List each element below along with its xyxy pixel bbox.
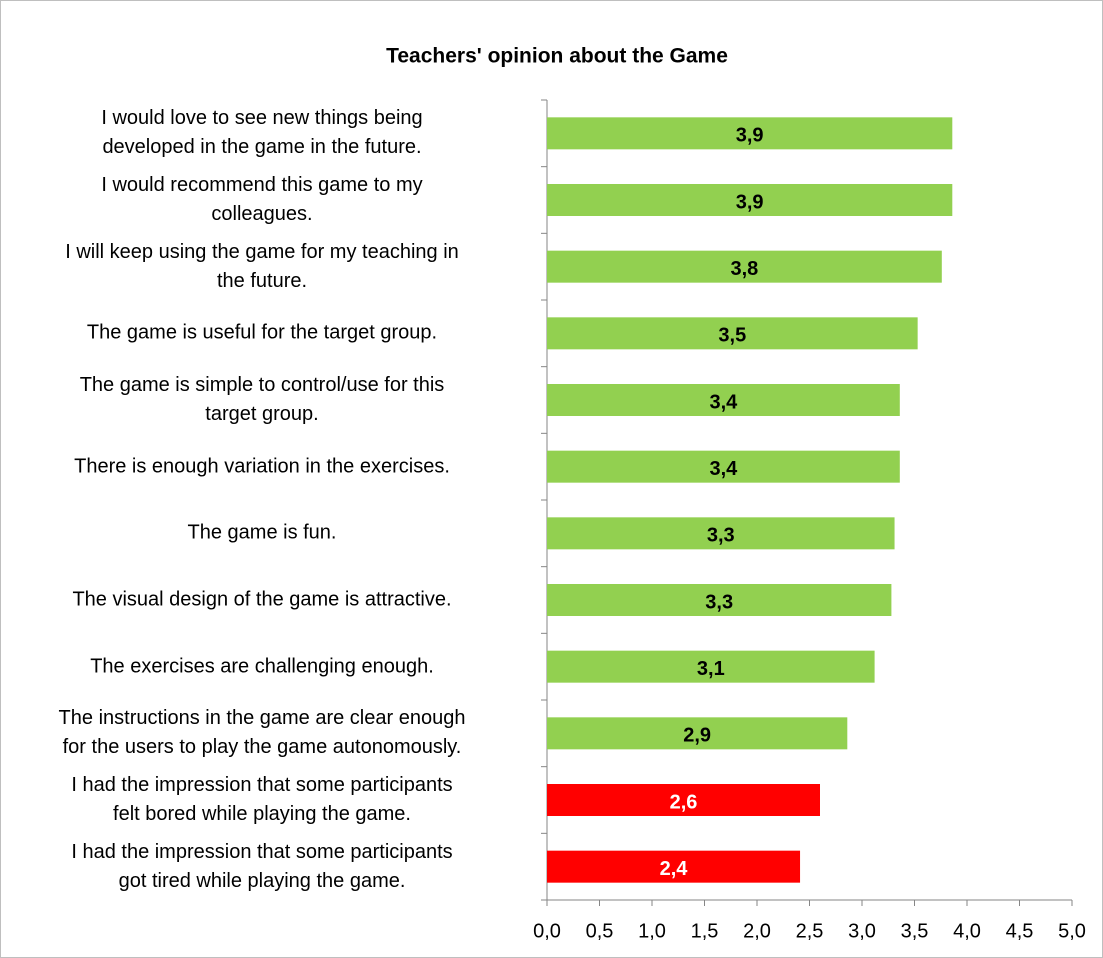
category-label: I had the impression that some participa…	[71, 840, 453, 892]
category-label: I would love to see new things being dev…	[101, 107, 423, 159]
bar	[547, 717, 848, 750]
x-tick-label: 1,0	[638, 920, 666, 942]
value-label: 3,3	[705, 591, 733, 613]
x-tick-label: 4,5	[1006, 920, 1034, 942]
value-label: 3,3	[707, 525, 735, 547]
bar	[547, 317, 918, 350]
bar	[547, 384, 900, 416]
bar	[547, 584, 892, 616]
category-label: I would recommend this game to my collea…	[101, 174, 423, 225]
x-tick-label: 0,0	[533, 920, 561, 942]
x-tick-label: 3,0	[848, 920, 876, 942]
value-label: 2,6	[670, 791, 698, 813]
value-label: 2,9	[683, 725, 711, 747]
bar	[547, 250, 942, 283]
category-label: The game is useful for the target group.	[86, 321, 438, 344]
category-label: The exercises are challenging enough.	[90, 655, 434, 678]
x-tick-label: 2,5	[796, 920, 824, 942]
value-label: 3,9	[736, 125, 764, 147]
category-label: There is enough variation in the exercis…	[74, 455, 450, 478]
category-label: The visual design of the game is attract…	[72, 588, 452, 611]
bar	[547, 450, 900, 483]
bar	[547, 850, 801, 883]
bar	[547, 184, 953, 216]
x-tick-label: 4,0	[953, 920, 981, 942]
bar	[547, 517, 895, 550]
value-label: 3,9	[736, 191, 764, 213]
x-tick-label: 1,5	[691, 920, 719, 942]
value-label: 3,1	[697, 658, 725, 680]
value-label: 3,4	[709, 458, 738, 480]
x-tick-label: 0,5	[586, 920, 614, 942]
x-tick-label: 3,5	[901, 920, 929, 942]
category-label: The game is simple to control/use for th…	[79, 374, 445, 425]
value-label: 2,4	[660, 858, 689, 880]
x-tick-label: 2,0	[743, 920, 771, 942]
value-label: 3,4	[709, 391, 738, 413]
bar	[547, 784, 820, 816]
value-label: 3,8	[730, 258, 758, 280]
bar	[547, 650, 875, 683]
category-label: I will keep using the game for my teachi…	[65, 240, 459, 292]
category-label: The instructions in the game are clear e…	[58, 707, 466, 759]
x-tick-label: 5,0	[1058, 920, 1086, 942]
category-label: The game is fun.	[187, 521, 337, 544]
category-label: I had the impression that some participa…	[71, 774, 453, 825]
bar	[547, 117, 953, 150]
chart-title: Teachers' opinion about the Game	[386, 45, 728, 68]
value-label: 3,5	[718, 325, 746, 347]
